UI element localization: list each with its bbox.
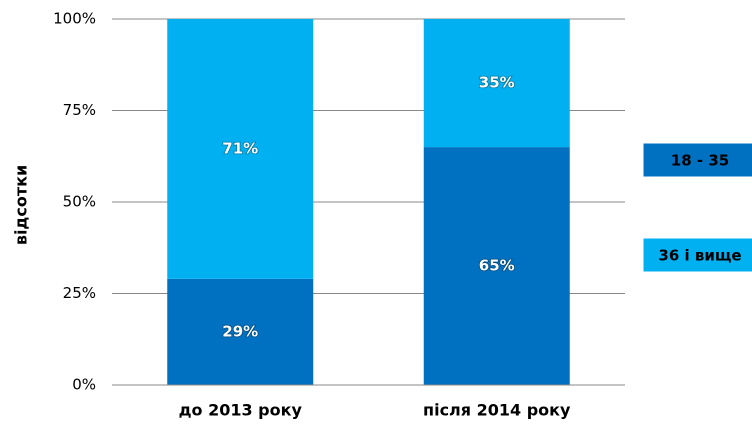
y-tick-label: 50% — [63, 193, 96, 211]
y-tick-label: 100% — [53, 10, 96, 28]
bar-segment — [167, 278, 314, 385]
legend-label: 18 - 35 — [671, 152, 729, 170]
y-axis-label: відсотки — [12, 165, 31, 245]
bar-segment — [423, 19, 570, 148]
x-tick-label: до 2013 року — [179, 401, 303, 420]
legend-swatch — [642, 237, 752, 273]
value-label: 65% — [479, 257, 515, 275]
y-tick-label: 25% — [63, 284, 96, 302]
value-label: 35% — [479, 74, 515, 92]
bar-segment — [423, 147, 570, 385]
y-tick-label: 75% — [63, 101, 96, 119]
y-tick-label: 0% — [72, 376, 96, 394]
value-label: 71% — [222, 139, 258, 157]
x-tick-label: після 2014 року — [423, 401, 571, 420]
bar-segment — [167, 19, 314, 279]
legend-label: 36 і вище — [658, 247, 741, 265]
value-label: 29% — [222, 322, 258, 340]
legend-swatch — [642, 142, 752, 178]
